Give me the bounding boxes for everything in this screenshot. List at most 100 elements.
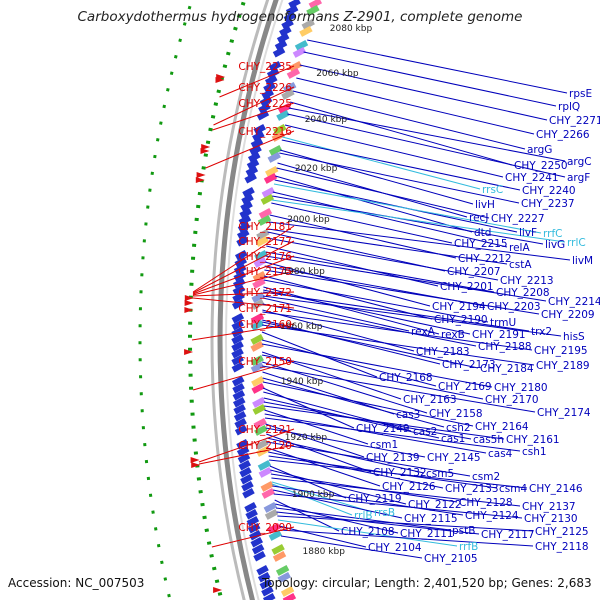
right-gene-label: CHY_2214: [548, 296, 600, 308]
right-gene-label: cas3: [396, 409, 420, 421]
cog-block: [294, 40, 309, 51]
right-gene-label: CHY_2266: [536, 129, 590, 141]
cds-block: [234, 257, 248, 268]
cds-block: [232, 285, 246, 296]
cog-block: [282, 593, 297, 600]
left-gene-connector: [198, 428, 295, 463]
genome-title: Carboxydothermus hydrogenoformans Z-2901…: [77, 9, 523, 25]
cds-block: [253, 551, 266, 562]
kbp-tick-label: 2040 kbp: [305, 115, 348, 125]
right-gene-connector: [272, 485, 464, 516]
cds-block: [238, 460, 252, 471]
left-gene-label: CHY_2216: [238, 126, 292, 138]
reverse-gene-arrow: [195, 177, 205, 183]
right-gene-label: CHY_2146: [529, 483, 583, 495]
left-gene-label: CHY_2160: [238, 319, 292, 331]
right-gene-label: CHY_2137: [522, 501, 576, 513]
cds-block: [272, 47, 286, 58]
cog-block: [250, 334, 264, 345]
left-gene-label: CHY_2176: [238, 251, 292, 263]
cog-block: [273, 124, 287, 135]
left-gene-label: CHY_2225: [238, 98, 292, 110]
right-gene-label: rpsE: [569, 88, 592, 100]
right-gene-connector: [273, 493, 523, 519]
cds-block: [276, 33, 290, 44]
right-gene-connector: [267, 237, 499, 281]
left-gene-connector: [199, 444, 295, 465]
cds-block: [231, 362, 245, 373]
left-gene-label: CHY_2171: [238, 303, 292, 315]
cds-block: [261, 89, 275, 100]
left-gene-connector: [205, 130, 295, 169]
left-gene-label: CHY_2121: [238, 424, 292, 436]
right-gene-connector: [267, 447, 381, 487]
cds-block: [250, 138, 264, 149]
cds-block: [245, 166, 259, 177]
cds-block: [233, 404, 246, 415]
right-gene-label: CHY_2111: [400, 528, 454, 540]
cds-block: [268, 61, 282, 72]
right-gene-label: csm5: [426, 468, 454, 480]
cog-block: [254, 250, 268, 261]
kbp-tick-label: 2000 kbp: [287, 215, 330, 225]
cds-block: [283, 12, 297, 23]
cds-block: [242, 488, 255, 499]
cds-block: [231, 299, 245, 310]
cds-block: [263, 82, 276, 93]
right-gene-connector: [268, 221, 571, 261]
right-gene-label: CHY_2115: [404, 513, 458, 525]
reverse-gene-arrow: [200, 148, 210, 154]
right-gene-connector: [264, 405, 505, 440]
backbone-ring: [217, 0, 279, 600]
cds-block: [247, 152, 261, 163]
kbp-tick-label: 1960 kbp: [280, 322, 323, 332]
right-gene-label: csm2: [472, 471, 500, 483]
right-gene-label: CHY_2184: [480, 363, 534, 375]
right-gene-label: trmU: [490, 317, 516, 329]
right-gene-label: CHY_2190: [434, 314, 488, 326]
cds-block: [237, 222, 251, 233]
right-gene-connector: [268, 228, 508, 265]
right-gene-label: CHY_2201: [440, 281, 494, 293]
right-gene-label: CHY_2227: [491, 213, 545, 225]
right-gene-label: pstB: [452, 525, 475, 537]
cds-block: [252, 131, 265, 142]
cds-block: [238, 215, 252, 226]
cds-block: [259, 579, 273, 590]
left-gene-labels: CHY_2235 CHY_2226 CHY_2225 CHY_2216 CHY_2181…: [238, 61, 292, 534]
cog-block: [250, 341, 264, 352]
cog-block: [288, 61, 303, 72]
right-gene-label: CHY_2169: [438, 381, 492, 393]
cds-block: [236, 229, 250, 240]
right-gene-label: rrfB: [459, 541, 478, 553]
cds-block: [281, 19, 294, 30]
right-gene-connector: [269, 459, 528, 489]
reverse-gene-arrow: [190, 457, 200, 463]
right-gene-connector: [296, 77, 535, 135]
cds-block: [257, 572, 271, 583]
right-gene-connector: [271, 202, 453, 244]
right-gene-connector: [282, 136, 481, 190]
kbp-tick-label: 2060 kbp: [316, 69, 359, 79]
cog-block: [301, 19, 315, 30]
cog-block: [268, 145, 283, 156]
right-gene-label: argC: [567, 156, 592, 168]
cog-block: [263, 502, 278, 513]
cds-block: [285, 5, 299, 16]
left-label-connectors: [191, 65, 295, 548]
right-label-connectors: [261, 39, 571, 559]
reverse-gene-arrow: [215, 77, 225, 83]
right-gene-connector: [287, 113, 566, 178]
cds-block: [241, 481, 254, 492]
right-gene-label: CHY_2173: [442, 359, 496, 371]
kbp-tick-label: 2080 kbp: [330, 24, 373, 34]
right-gene-connector: [273, 183, 542, 234]
right-gene-label: CHY_2241: [505, 172, 559, 184]
reverse-strand-features: [184, 74, 226, 593]
backbone-outer: [210, 0, 270, 600]
cog-block: [299, 26, 313, 37]
cog-block: [254, 425, 268, 436]
right-gene-connector: [262, 321, 479, 369]
left-gene-label: CHY_2172: [238, 287, 292, 299]
right-gene-label: CHY_2191: [472, 329, 526, 341]
